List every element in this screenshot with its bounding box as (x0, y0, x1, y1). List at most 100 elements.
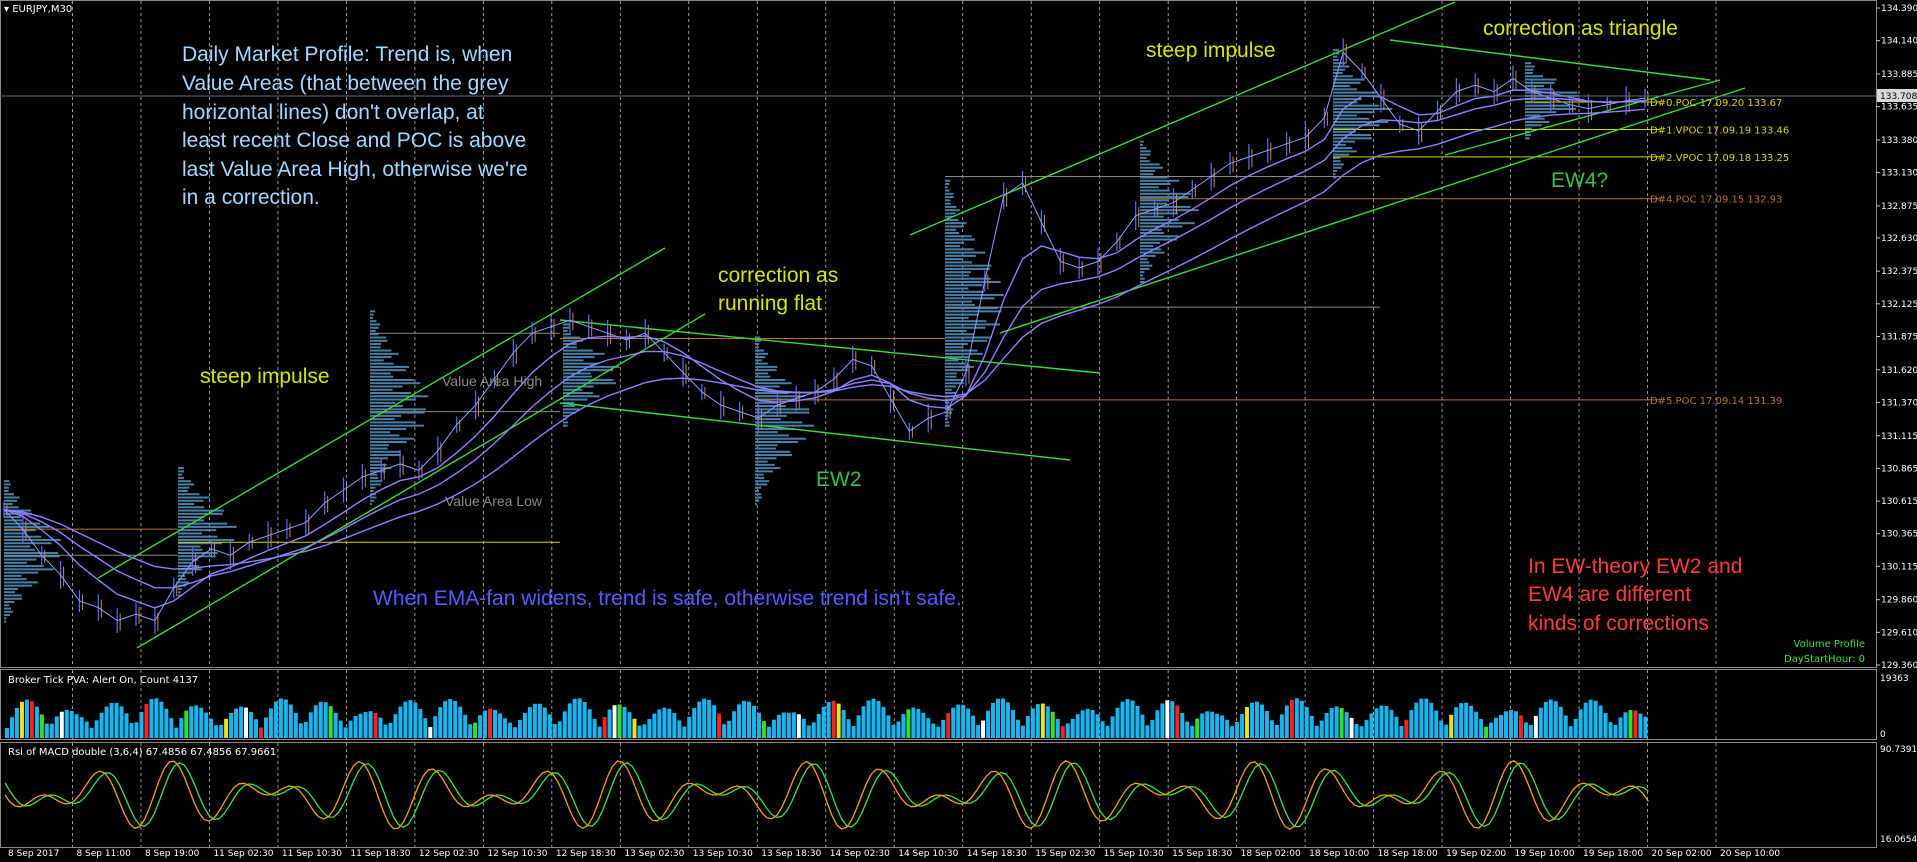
volume-bar (443, 701, 448, 738)
price-tick-label: 130.115 (1881, 562, 1917, 572)
volume-bar (652, 713, 657, 738)
volume-bar (786, 712, 791, 738)
volume-bar (1319, 720, 1324, 738)
volume-bar (423, 718, 428, 738)
volume-bar (254, 719, 258, 738)
volume-bar (831, 700, 836, 738)
volume-bar (756, 712, 761, 738)
volume-bar (672, 713, 677, 738)
price-tick-label: 134.390 (1881, 4, 1917, 14)
volume-bar (1538, 707, 1543, 738)
price-tick-label: 132.875 (1881, 202, 1917, 212)
volume-bar (961, 704, 966, 738)
correction-flat-label-1: correction as (718, 264, 838, 287)
rsi-macd-lines (4, 760, 1649, 830)
volume-bar (1518, 715, 1523, 738)
volume-bar (806, 725, 811, 738)
volume-bar (49, 723, 54, 738)
volume-bar (154, 698, 159, 738)
time-tick-label: 13 Sep 02:30 (624, 849, 684, 859)
volume-bar (1484, 726, 1489, 738)
volume-bar (1264, 711, 1269, 738)
volume-bar (816, 714, 821, 738)
volume-bar (1210, 711, 1215, 738)
volume-bar (1245, 707, 1250, 738)
volume-bar (881, 706, 886, 738)
volume-bar (981, 720, 986, 738)
volume-bar (512, 727, 517, 738)
price-tick-label: 132.630 (1881, 234, 1917, 244)
volume-bar (1474, 711, 1479, 738)
volume-bar (9, 717, 14, 738)
volume-bar (283, 699, 288, 738)
volume-bar (488, 708, 493, 738)
volume-bar (373, 713, 378, 738)
market-profile-note: Daily Market Profile: Trend is, when Val… (182, 43, 528, 209)
volume-bar (239, 706, 244, 738)
volume-bar (1429, 702, 1434, 738)
volume-bar (1444, 724, 1449, 738)
volume-bar (164, 708, 169, 738)
volume-bar (1115, 707, 1120, 738)
volume-bar (194, 705, 199, 738)
volume-bar (637, 725, 642, 738)
ew4-label: EW4? (1551, 169, 1608, 192)
price-tick-label: 130.865 (1881, 464, 1917, 474)
volume-bar (682, 726, 687, 738)
time-tick-label: 19 Sep 02:00 (1446, 849, 1506, 859)
volume-bar (1060, 726, 1065, 738)
volume-profiles (4, 49, 1580, 623)
volume-bar (378, 717, 383, 738)
volume-bar (94, 720, 99, 738)
volume-bar (577, 698, 582, 738)
volume-bar (129, 722, 134, 738)
volume-bar (1528, 725, 1533, 738)
volume-bar (328, 706, 333, 738)
volume-bar (224, 718, 229, 738)
volume-bar (552, 724, 557, 738)
volume-bar (1200, 713, 1205, 738)
volume-bar (1379, 705, 1384, 738)
volume-bar (891, 725, 896, 738)
volume-bar (697, 701, 702, 738)
volume-bar (906, 709, 911, 738)
volume-bar (473, 722, 478, 738)
volume-bar (1259, 704, 1264, 738)
poc-label: D#2.VPOC 17.09.18 133.25 (1650, 153, 1789, 164)
volume-bar (1434, 710, 1439, 738)
steep-impulse-label-2: steep impulse (1146, 39, 1276, 62)
volume-bar (1548, 699, 1553, 738)
volume-bar (871, 698, 876, 738)
volume-bar (338, 720, 343, 738)
time-tick-label: 15 Sep 02:30 (1035, 849, 1095, 859)
svg-text:Daily Market Profile: Trend is: Daily Market Profile: Trend is, when (182, 43, 512, 66)
volume-bar (1459, 703, 1464, 738)
volume-bar (1010, 709, 1015, 738)
volume-bar (1195, 718, 1200, 738)
volume-bar (732, 711, 737, 738)
correction-flat-label-2: running flat (718, 292, 822, 315)
price-tick-label: 131.370 (1881, 398, 1917, 408)
volume-axis-max: 19363 (1880, 674, 1909, 684)
volume-bar (343, 727, 348, 738)
volume-bar (722, 724, 727, 738)
volume-bar (1414, 702, 1419, 738)
volume-bar (1404, 719, 1409, 738)
volume-bar (712, 705, 717, 738)
volume-bar (1145, 725, 1150, 738)
volume-bar (801, 718, 806, 738)
volume-bar (1638, 713, 1643, 738)
volume-bar (1543, 701, 1548, 738)
symbol-label[interactable]: ▾ EURJPY,M30 (4, 4, 72, 15)
volume-bar (517, 720, 522, 738)
volume-bar (418, 708, 423, 738)
volume-bar (89, 727, 94, 738)
volume-bar (1494, 717, 1499, 738)
volume-bar (468, 724, 473, 738)
price-line (3, 51, 1646, 622)
volume-bar (1274, 724, 1279, 738)
volume-bar (249, 711, 254, 738)
volume-bar (971, 715, 976, 738)
volume-bar (1334, 706, 1339, 738)
